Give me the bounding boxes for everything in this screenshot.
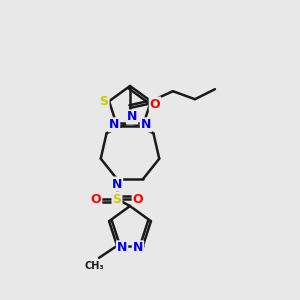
Text: N: N bbox=[112, 178, 122, 190]
Text: O: O bbox=[150, 98, 160, 110]
Text: O: O bbox=[91, 193, 101, 206]
Text: N: N bbox=[127, 110, 137, 124]
Text: S: S bbox=[112, 193, 122, 206]
Text: N: N bbox=[141, 118, 151, 131]
Text: O: O bbox=[133, 193, 143, 206]
Text: N: N bbox=[109, 118, 119, 131]
Text: S: S bbox=[100, 95, 109, 108]
Text: CH₃: CH₃ bbox=[84, 261, 104, 271]
Text: N: N bbox=[133, 241, 143, 254]
Text: N: N bbox=[117, 241, 127, 254]
